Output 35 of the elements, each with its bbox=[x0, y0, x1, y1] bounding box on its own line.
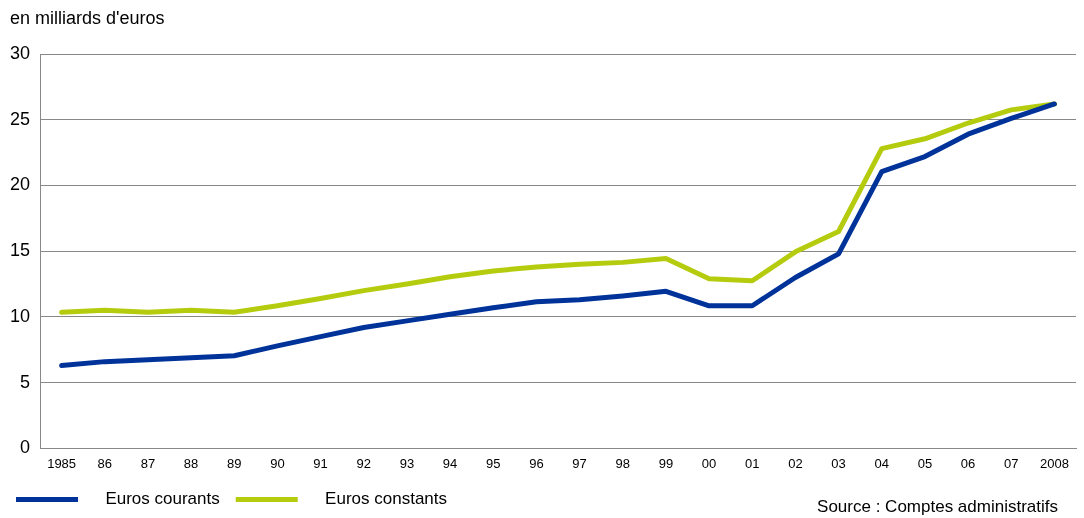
x-tick-label: 89 bbox=[227, 455, 242, 471]
x-tick-label: 97 bbox=[572, 455, 587, 471]
x-tick-label: 96 bbox=[529, 455, 544, 471]
x-tick-label: 92 bbox=[356, 455, 371, 471]
x-tick-label: 87 bbox=[140, 455, 156, 471]
legend-label: Euros courants bbox=[86, 489, 220, 509]
x-tick-label: 03 bbox=[831, 455, 846, 471]
y-tick-label: 15 bbox=[9, 240, 31, 261]
x-tick-label: 05 bbox=[917, 455, 933, 471]
x-tick-label: 90 bbox=[270, 455, 285, 471]
y-tick-label: 30 bbox=[9, 42, 31, 63]
x-tick-label: 02 bbox=[788, 455, 803, 471]
x-tick-label: 01 bbox=[745, 455, 760, 471]
x-tick-label: 94 bbox=[442, 455, 458, 471]
y-tick-label: 20 bbox=[9, 174, 31, 195]
x-tick-label: 95 bbox=[486, 455, 501, 471]
y-tick-label: 25 bbox=[9, 108, 31, 129]
x-tick-label: 93 bbox=[399, 455, 415, 471]
x-tick-label: 06 bbox=[960, 455, 976, 471]
x-tick-label: 04 bbox=[874, 455, 889, 471]
x-tick-label: 2008 bbox=[1039, 455, 1069, 471]
x-tick-label: 1985 bbox=[47, 455, 77, 471]
x-tick-label: 98 bbox=[615, 455, 630, 471]
x-tick-label: 88 bbox=[183, 455, 199, 471]
y-tick-label: 10 bbox=[9, 305, 31, 326]
y-tick-label: 0 bbox=[20, 437, 31, 458]
x-tick-label: 86 bbox=[97, 455, 112, 471]
legend-label: Euros constants bbox=[306, 489, 448, 509]
y-axis-title: en milliards d'euros bbox=[10, 8, 165, 29]
x-tick-label: 99 bbox=[658, 455, 674, 471]
x-tick-label: 91 bbox=[313, 455, 328, 471]
x-tick-label: 00 bbox=[701, 455, 717, 471]
x-tick-label: 07 bbox=[1004, 455, 1019, 471]
source-note: Source : Comptes administratifs bbox=[817, 497, 1058, 517]
y-tick-label: 5 bbox=[20, 371, 31, 392]
